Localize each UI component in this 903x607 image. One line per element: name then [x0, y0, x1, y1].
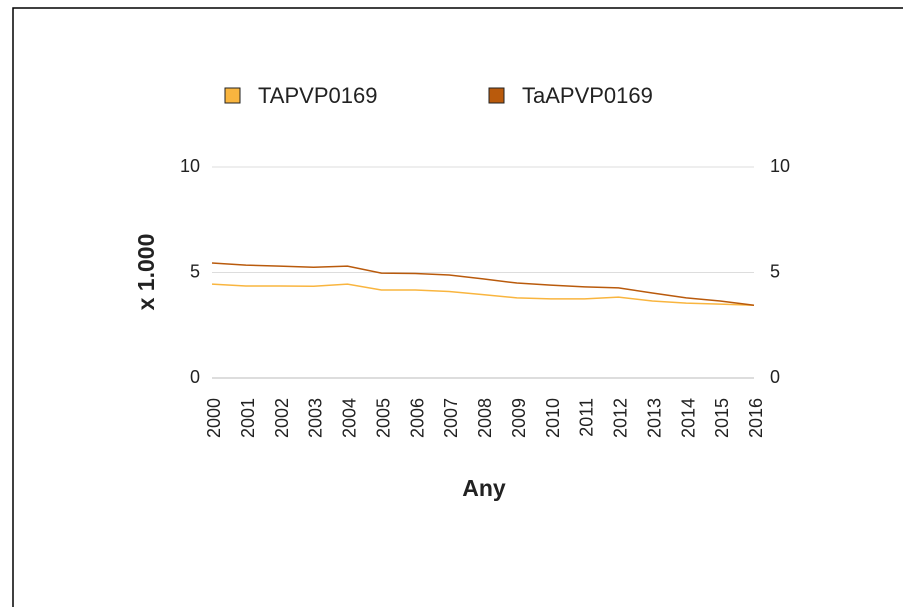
x-axis-label: Any — [462, 475, 506, 501]
x-tick-label: 2004 — [340, 398, 360, 438]
x-tick-label: 2007 — [441, 398, 461, 438]
x-tick-label: 2006 — [407, 398, 427, 438]
y-tick-label: 5 — [190, 261, 200, 281]
legend-swatch — [488, 87, 505, 104]
x-tick-label: 2011 — [577, 398, 597, 437]
x-tick-label: 2001 — [238, 398, 258, 438]
x-tick-label: 2005 — [373, 398, 393, 438]
x-tick-label: 2008 — [475, 398, 495, 438]
legend-swatch — [224, 87, 241, 104]
x-tick-label: 2012 — [611, 398, 631, 438]
series-line — [211, 283, 755, 306]
y-axis-label: x 1.000 — [133, 234, 159, 311]
x-tick-label: 2013 — [644, 398, 664, 438]
series-line — [211, 262, 755, 306]
y-tick-label: 10 — [180, 156, 200, 176]
x-tick-label: 2015 — [712, 398, 732, 438]
x-tick-label: 2002 — [272, 398, 292, 438]
y2-tick-label: 0 — [770, 367, 780, 387]
x-tick-label: 2010 — [543, 398, 563, 438]
legend-label: TAPVP0169 — [258, 83, 377, 108]
x-tick-label: 2009 — [509, 398, 529, 438]
legend-label: TaAPVP0169 — [522, 83, 653, 108]
y2-tick-label: 5 — [770, 261, 780, 281]
y2-tick-label: 10 — [770, 156, 790, 176]
x-tick-label: 2014 — [678, 398, 698, 438]
x-tick-label: 2000 — [204, 398, 224, 438]
x-tick-label: 2003 — [306, 398, 326, 438]
x-tick-label: 2016 — [746, 398, 766, 438]
y-tick-label: 0 — [190, 367, 200, 387]
chart-frame — [12, 7, 903, 607]
